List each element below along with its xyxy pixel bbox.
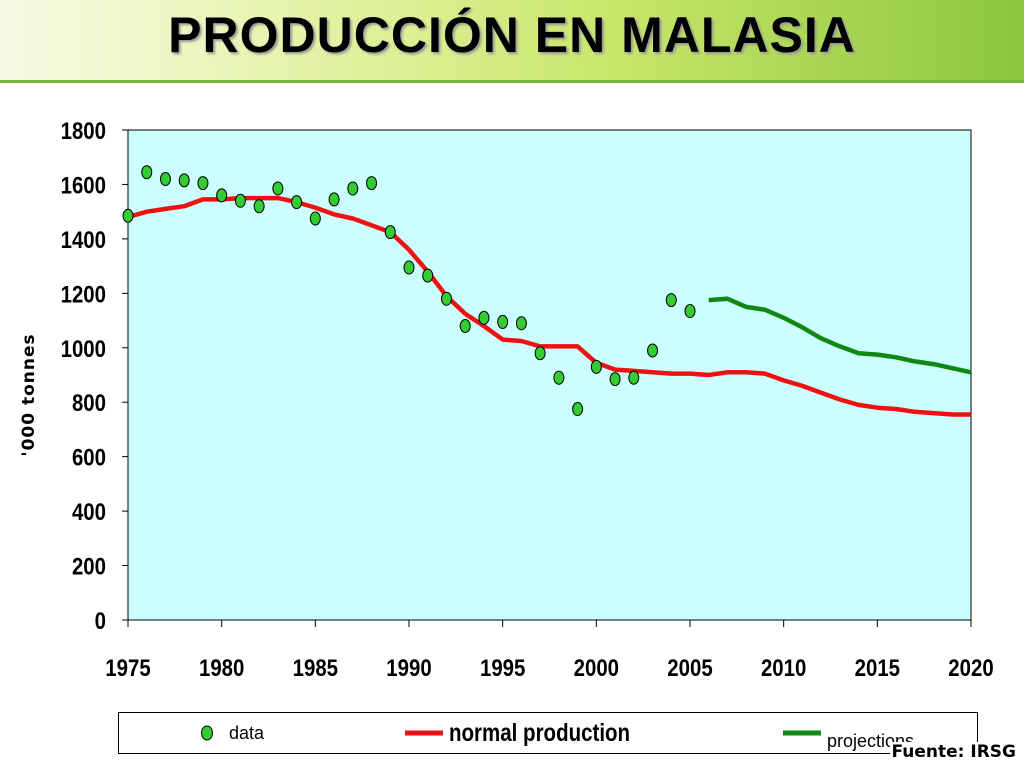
data-point: [122, 208, 134, 223]
data-point: [422, 268, 434, 283]
x-tick-label: 2010: [761, 654, 806, 681]
data-point: [553, 370, 565, 385]
green-line-icon: [783, 730, 821, 736]
y-tick-label: 0: [95, 607, 106, 634]
data-point: [309, 211, 321, 226]
y-tick-label: 1400: [61, 226, 106, 253]
data-point: [440, 291, 452, 306]
legend-label-normal-production: normal production: [449, 718, 631, 747]
data-point: [572, 402, 584, 417]
data-point: [665, 293, 677, 308]
data-point: [497, 314, 509, 329]
y-axis: 0 200 400 600 800 1000 1200 1400 1600 1800: [61, 117, 128, 634]
x-tick-label: 2015: [855, 654, 900, 681]
page-title: PRODUCCIÓN EN MALASIA: [168, 7, 856, 63]
legend-item-data: data: [199, 713, 264, 753]
y-tick-label: 1600: [61, 172, 106, 199]
source-note: Fuente: IRSG: [889, 742, 1018, 762]
data-point: [328, 192, 340, 207]
data-point: [534, 346, 546, 361]
normal-production-line: [127, 195, 971, 417]
title-bar: [0, 0, 1024, 83]
normal-production-series: [127, 195, 971, 417]
y-tick-label: 1000: [61, 335, 106, 362]
data-point: [609, 372, 621, 387]
legend-label-data: data: [229, 722, 265, 743]
projections-series: [708, 296, 972, 375]
data-marker-icon: [201, 725, 213, 741]
x-axis: 1975 1980 1985 1990 1995 2000 2005 2010 2015 2020: [105, 620, 994, 681]
data-point: [647, 343, 659, 358]
data-point: [216, 188, 228, 203]
legend: data normal production projections: [118, 712, 978, 754]
x-tick-label: 2000: [574, 654, 619, 681]
x-tick-label: 1995: [480, 654, 525, 681]
y-tick-label: 600: [72, 444, 106, 471]
data-point: [178, 173, 190, 188]
data-point: [403, 260, 415, 275]
data-point: [291, 195, 303, 210]
data-point: [272, 181, 284, 196]
x-tick-label: 1990: [386, 654, 431, 681]
projections-line: [708, 296, 972, 375]
data-point: [197, 176, 209, 191]
plot-area: [127, 129, 972, 621]
data-point: [141, 165, 153, 180]
data-point: [459, 319, 471, 333]
data-point: [253, 199, 265, 214]
y-tick-label: 200: [72, 553, 106, 580]
y-tick-label: 1800: [61, 117, 106, 144]
y-axis-label: '000 tonnes: [19, 333, 39, 456]
x-tick-label: 1980: [199, 654, 244, 681]
y-tick-label: 1200: [61, 281, 106, 308]
data-point: [590, 359, 602, 374]
data-point: [159, 172, 171, 186]
red-line-icon: [405, 730, 443, 736]
x-tick-label: 2020: [948, 654, 993, 681]
x-tick-label: 1985: [293, 654, 338, 681]
data-point: [366, 176, 378, 191]
x-tick-label: 2005: [667, 654, 712, 681]
data-point: [384, 225, 396, 240]
data-series: [122, 165, 696, 417]
data-point: [347, 181, 359, 196]
x-tick-label: 1975: [105, 654, 150, 681]
y-tick-label: 400: [72, 499, 106, 526]
data-point: [628, 370, 640, 385]
data-point: [684, 304, 696, 319]
data-point: [234, 193, 246, 208]
data-point: [515, 316, 527, 331]
y-tick-label: 800: [72, 390, 106, 417]
data-point: [478, 310, 490, 325]
legend-item-normal-production: normal production: [405, 713, 670, 753]
